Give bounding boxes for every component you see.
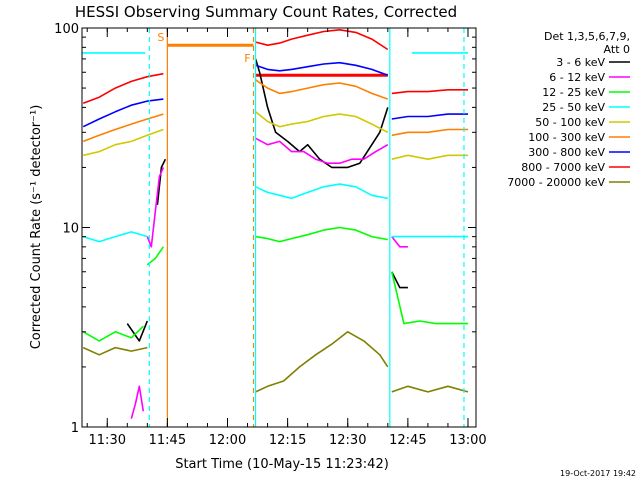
legend: Det 1,3,5,6,7,9,Att 03 - 6 keV 6 - 12 keV… xyxy=(507,30,630,189)
series-line-3-segment-1 xyxy=(82,231,148,243)
series-line-4-segment-0 xyxy=(83,128,164,157)
series-line-8-segment-1 xyxy=(255,330,389,393)
legend-header-line: Det 1,3,5,6,7,9, xyxy=(544,30,630,43)
series-line-2-segment-1 xyxy=(146,246,165,266)
series-line-1-segment-3 xyxy=(391,236,408,248)
series-line-2-segment-2 xyxy=(255,226,388,243)
series-line-7-segment-2 xyxy=(391,89,468,95)
series-line-8-segment-0 xyxy=(82,346,148,356)
x-tick-label: 12:15 xyxy=(269,433,306,448)
series-line-1-segment-1 xyxy=(146,167,165,248)
x-tick-label: 12:00 xyxy=(209,433,246,448)
series-line-6-segment-1 xyxy=(255,61,389,76)
marker-label-f: F xyxy=(244,52,250,65)
x-tick-label: 11:30 xyxy=(89,433,126,448)
x-tick-label: 11:45 xyxy=(149,433,186,448)
plot-area: S F 1 10 100 11:30 11:45 12:00 12:15 12:30 12:45 13… xyxy=(54,22,487,448)
y-tick-label: 10 xyxy=(62,222,79,237)
x-axis-label: Start Time (10-May-15 11:23:42) xyxy=(175,457,389,472)
x-tick-label: 13:00 xyxy=(449,433,486,448)
series-line-4-segment-1 xyxy=(255,111,389,134)
series-line-3-segment-2 xyxy=(255,183,388,200)
generation-timestamp: 19-Oct-2017 19:42 xyxy=(560,469,636,478)
series-line-6-segment-2 xyxy=(391,113,468,120)
series-line-7-segment-0 xyxy=(82,72,164,104)
series-line-5-segment-2 xyxy=(391,128,468,137)
x-tick-label: 12:30 xyxy=(329,433,366,448)
series-line-1-segment-0 xyxy=(130,385,145,419)
legend-entry-label: 7000 - 20000 keV xyxy=(507,176,605,189)
legend-entry-label: 100 - 300 keV xyxy=(528,131,605,144)
series-line-2-segment-3 xyxy=(391,271,468,325)
x-tick-label: 12:45 xyxy=(389,433,426,448)
legend-entry-label: 300 - 800 keV xyxy=(528,146,605,159)
legend-entry-label: 50 - 100 keV xyxy=(535,116,605,129)
series-line-0-segment-2 xyxy=(254,58,389,169)
series-line-5-segment-0 xyxy=(82,113,164,143)
series-line-7-segment-1 xyxy=(255,28,389,51)
marker-label-s: S xyxy=(157,31,164,44)
y-tick-label: 100 xyxy=(54,22,79,37)
y-axis-label: Corrected Count Rate (s⁻¹ detector⁻¹) xyxy=(29,105,44,350)
series-line-0-segment-3 xyxy=(391,271,408,289)
series-line-0-segment-0 xyxy=(126,320,149,342)
legend-entry-label: 3 - 6 keV xyxy=(556,56,605,69)
legend-entry-label: 800 - 7000 keV xyxy=(521,161,605,174)
legend-header-line: Att 0 xyxy=(604,43,630,56)
series-line-5-segment-1 xyxy=(255,79,389,100)
legend-entry-label: 6 - 12 keV xyxy=(549,71,605,84)
series-line-8-segment-2 xyxy=(391,385,469,393)
legend-entry-label: 25 - 50 keV xyxy=(542,101,605,114)
series-line-1-segment-2 xyxy=(255,137,389,164)
series-line-2-segment-0 xyxy=(82,325,144,342)
chart-title: HESSI Observing Summary Count Rates, Cor… xyxy=(75,3,457,21)
series-line-4-segment-2 xyxy=(391,154,468,160)
series-line-6-segment-0 xyxy=(82,98,164,128)
series-line-0-segment-1 xyxy=(156,158,167,205)
legend-entry-label: 12 - 25 keV xyxy=(542,86,605,99)
y-tick-label: 1 xyxy=(71,421,79,436)
